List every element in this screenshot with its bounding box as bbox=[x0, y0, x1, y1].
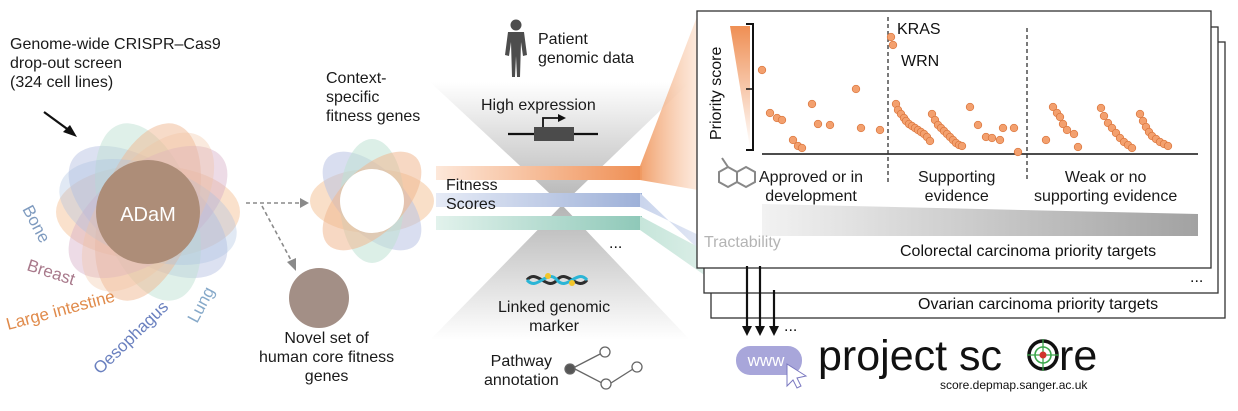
priority-dot bbox=[1055, 112, 1065, 122]
tissue-bone: Bone bbox=[18, 202, 53, 246]
pathway-icon bbox=[564, 346, 643, 390]
priority-score-bar bbox=[730, 26, 750, 148]
project-score-url: score.depmap.sanger.ac.uk bbox=[940, 378, 1088, 392]
novel-core-set-label: Novel set of human core fitness genes bbox=[259, 330, 395, 385]
band-orange bbox=[436, 166, 642, 180]
priority-dot bbox=[1135, 109, 1145, 119]
context-fitness-label: Context- specific fitness genes bbox=[326, 70, 421, 125]
y-axis-label: Priority score bbox=[708, 47, 725, 140]
priority-dot bbox=[1041, 135, 1051, 145]
colorectal-label: Colorectal carcinoma priority targets bbox=[900, 243, 1156, 260]
priority-dot bbox=[813, 119, 823, 129]
priority-dot bbox=[925, 136, 935, 146]
dna-icon bbox=[525, 273, 589, 286]
screen-arrow bbox=[43, 111, 77, 137]
tissue-breast: Breast bbox=[25, 256, 78, 289]
top-funnel bbox=[430, 82, 690, 205]
screen-title: Genome-wide CRISPR–Cas9 drop-out screen … bbox=[10, 36, 221, 91]
gene-kras: KRAS bbox=[897, 21, 941, 38]
dashed-arrows bbox=[246, 202, 300, 263]
ovarian-label: Ovarian carcinoma priority targets bbox=[918, 296, 1158, 313]
priority-dot bbox=[1073, 142, 1083, 152]
priority-dot bbox=[973, 120, 983, 130]
panel-ellipsis: ... bbox=[1190, 269, 1203, 286]
gene-expression-icon bbox=[508, 114, 598, 141]
down-arrows bbox=[745, 266, 776, 328]
priority-dot bbox=[998, 123, 1008, 133]
arrows-ellipsis: ... bbox=[784, 318, 797, 335]
priority-dot bbox=[788, 135, 798, 145]
priority-dot bbox=[765, 108, 775, 118]
pathway-label: Pathway annotation bbox=[484, 353, 559, 389]
high-expression-label: High expression bbox=[481, 97, 596, 114]
priority-dot bbox=[1009, 123, 1019, 133]
www-badge bbox=[736, 346, 808, 389]
fan-orange bbox=[640, 14, 698, 190]
priority-dot bbox=[757, 65, 767, 75]
priority-dot bbox=[1069, 129, 1079, 139]
group-weak: Weak or no supporting evidence bbox=[1034, 169, 1178, 205]
context-ring bbox=[310, 139, 434, 263]
brand-part-1: project sc bbox=[818, 332, 1002, 380]
priority-dots bbox=[757, 32, 1173, 157]
tractability-label: Tractability bbox=[704, 234, 781, 251]
brand-part-2: re bbox=[1059, 332, 1097, 380]
www-label: www bbox=[747, 351, 786, 370]
target-icon bbox=[1027, 339, 1059, 371]
priority-dot bbox=[1062, 125, 1072, 135]
priority-dot bbox=[1127, 143, 1137, 153]
adam-core bbox=[96, 160, 200, 264]
patient-data-label: Patient genomic data bbox=[538, 31, 635, 67]
priority-dot bbox=[825, 120, 835, 130]
tissue-large-intestine: Large intestine bbox=[4, 287, 117, 334]
person-icon bbox=[505, 19, 527, 77]
funnel-ellipsis: ... bbox=[609, 235, 622, 252]
priority-dot bbox=[995, 135, 1005, 145]
novel-core-set bbox=[289, 268, 349, 328]
priority-dot bbox=[851, 84, 861, 94]
band-blue bbox=[436, 193, 642, 207]
priority-dot bbox=[777, 115, 787, 125]
priority-dot bbox=[1058, 119, 1068, 129]
adam-label: ADaM bbox=[120, 204, 176, 226]
priority-dot bbox=[888, 40, 898, 50]
group-supporting: Supporting evidence bbox=[918, 169, 996, 205]
gene-wrn: WRN bbox=[901, 53, 939, 70]
priority-dot bbox=[886, 32, 896, 42]
priority-dot bbox=[965, 102, 975, 112]
linked-marker-label: Linked genomic marker bbox=[498, 299, 611, 335]
tractability-bar bbox=[762, 204, 1198, 236]
priority-dot bbox=[987, 133, 997, 143]
bottom-funnel bbox=[430, 205, 690, 340]
fitness-scores-label: Fitness Scores bbox=[446, 177, 498, 213]
priority-dot bbox=[1096, 103, 1106, 113]
priority-dot bbox=[856, 123, 866, 133]
tissue-oesophagus: Oesophagus bbox=[90, 297, 173, 378]
priority-dot bbox=[1163, 141, 1173, 151]
priority-dot bbox=[957, 141, 967, 151]
y-axis bbox=[746, 23, 754, 151]
priority-dot bbox=[807, 99, 817, 109]
molecule-icon bbox=[718, 157, 756, 189]
priority-dot bbox=[1013, 147, 1023, 157]
group-approved: Approved or in development bbox=[759, 169, 864, 205]
priority-dot bbox=[797, 143, 807, 153]
priority-dot bbox=[875, 125, 885, 135]
priority-dot bbox=[1048, 102, 1058, 112]
band-teal bbox=[436, 216, 642, 230]
priority-dot bbox=[1099, 111, 1109, 121]
